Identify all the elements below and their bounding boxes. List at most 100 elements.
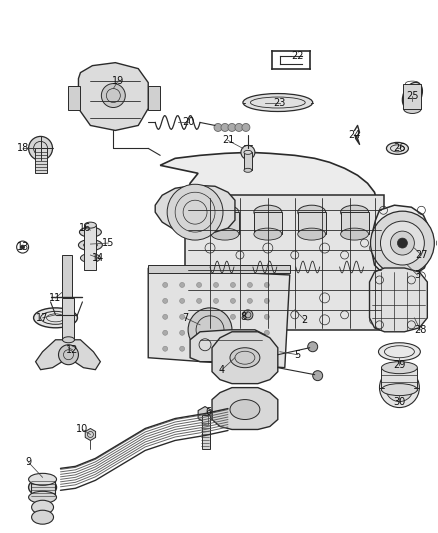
Text: 13: 13 xyxy=(17,242,29,252)
Text: 20: 20 xyxy=(182,117,194,127)
Circle shape xyxy=(213,282,219,287)
Text: 12: 12 xyxy=(66,345,79,355)
Circle shape xyxy=(214,124,222,132)
Circle shape xyxy=(397,238,407,248)
Circle shape xyxy=(213,346,219,351)
Circle shape xyxy=(390,231,414,255)
Circle shape xyxy=(243,310,253,320)
Text: 16: 16 xyxy=(79,223,92,233)
Polygon shape xyxy=(212,387,278,430)
Ellipse shape xyxy=(341,228,368,240)
Circle shape xyxy=(167,184,223,240)
Text: 21: 21 xyxy=(222,135,234,146)
Ellipse shape xyxy=(243,94,313,111)
Text: 4: 4 xyxy=(219,365,225,375)
Ellipse shape xyxy=(254,205,282,219)
Ellipse shape xyxy=(244,150,252,155)
Ellipse shape xyxy=(254,228,282,240)
Text: 23: 23 xyxy=(274,98,286,108)
Ellipse shape xyxy=(34,308,78,328)
Bar xyxy=(85,225,96,270)
Polygon shape xyxy=(198,407,212,423)
Text: 22: 22 xyxy=(292,51,304,61)
Circle shape xyxy=(247,298,252,303)
Polygon shape xyxy=(370,268,427,332)
Circle shape xyxy=(228,124,236,132)
Bar xyxy=(31,479,54,497)
Ellipse shape xyxy=(341,205,368,219)
Circle shape xyxy=(308,342,318,352)
Bar xyxy=(403,84,421,109)
Polygon shape xyxy=(155,185,235,233)
Ellipse shape xyxy=(81,254,100,263)
Circle shape xyxy=(230,330,236,335)
Ellipse shape xyxy=(381,384,417,395)
Circle shape xyxy=(197,282,201,287)
Text: 8: 8 xyxy=(241,312,247,322)
Polygon shape xyxy=(85,429,95,440)
Text: 7: 7 xyxy=(182,313,188,323)
Text: 29: 29 xyxy=(393,360,406,370)
Ellipse shape xyxy=(378,343,420,361)
Circle shape xyxy=(385,374,413,401)
Ellipse shape xyxy=(78,240,102,251)
Circle shape xyxy=(265,282,269,287)
Bar xyxy=(211,212,239,234)
Circle shape xyxy=(313,370,323,381)
Text: 6: 6 xyxy=(205,407,211,416)
Circle shape xyxy=(188,308,232,352)
Text: 3: 3 xyxy=(414,270,420,280)
Circle shape xyxy=(162,346,168,351)
Text: 15: 15 xyxy=(102,238,115,248)
Circle shape xyxy=(241,146,255,159)
Ellipse shape xyxy=(298,228,326,240)
Ellipse shape xyxy=(34,482,52,493)
Ellipse shape xyxy=(230,348,260,368)
Circle shape xyxy=(242,124,250,132)
Ellipse shape xyxy=(244,168,252,172)
Bar xyxy=(298,212,326,234)
Ellipse shape xyxy=(381,362,417,374)
Circle shape xyxy=(247,346,252,351)
Ellipse shape xyxy=(403,82,422,109)
Circle shape xyxy=(162,282,168,287)
Circle shape xyxy=(235,124,243,132)
Circle shape xyxy=(221,124,229,132)
Ellipse shape xyxy=(298,205,326,219)
Circle shape xyxy=(265,330,269,335)
Circle shape xyxy=(213,298,219,303)
Bar xyxy=(341,212,368,234)
Text: 28: 28 xyxy=(414,325,427,335)
Circle shape xyxy=(180,282,184,287)
Circle shape xyxy=(265,346,269,351)
Polygon shape xyxy=(212,332,278,384)
Ellipse shape xyxy=(32,500,53,514)
Ellipse shape xyxy=(28,473,57,486)
Ellipse shape xyxy=(211,205,239,219)
Bar xyxy=(202,415,210,449)
Circle shape xyxy=(162,314,168,319)
Text: 2: 2 xyxy=(302,315,308,325)
Ellipse shape xyxy=(386,142,408,155)
Text: 19: 19 xyxy=(112,76,124,86)
Bar xyxy=(244,152,252,171)
Text: 17: 17 xyxy=(36,313,49,323)
Text: 25: 25 xyxy=(406,91,419,101)
Text: 27: 27 xyxy=(415,250,427,260)
Text: 5: 5 xyxy=(295,350,301,360)
Text: 26: 26 xyxy=(393,143,406,154)
Bar xyxy=(63,298,74,340)
Circle shape xyxy=(180,314,184,319)
Circle shape xyxy=(230,282,236,287)
Bar xyxy=(148,265,290,273)
Circle shape xyxy=(162,298,168,303)
Polygon shape xyxy=(185,195,385,330)
Polygon shape xyxy=(148,268,290,368)
Circle shape xyxy=(197,298,201,303)
Circle shape xyxy=(230,346,236,351)
Circle shape xyxy=(197,346,201,351)
Bar xyxy=(63,255,72,297)
Ellipse shape xyxy=(403,103,421,114)
Circle shape xyxy=(101,84,125,108)
Circle shape xyxy=(247,330,252,335)
